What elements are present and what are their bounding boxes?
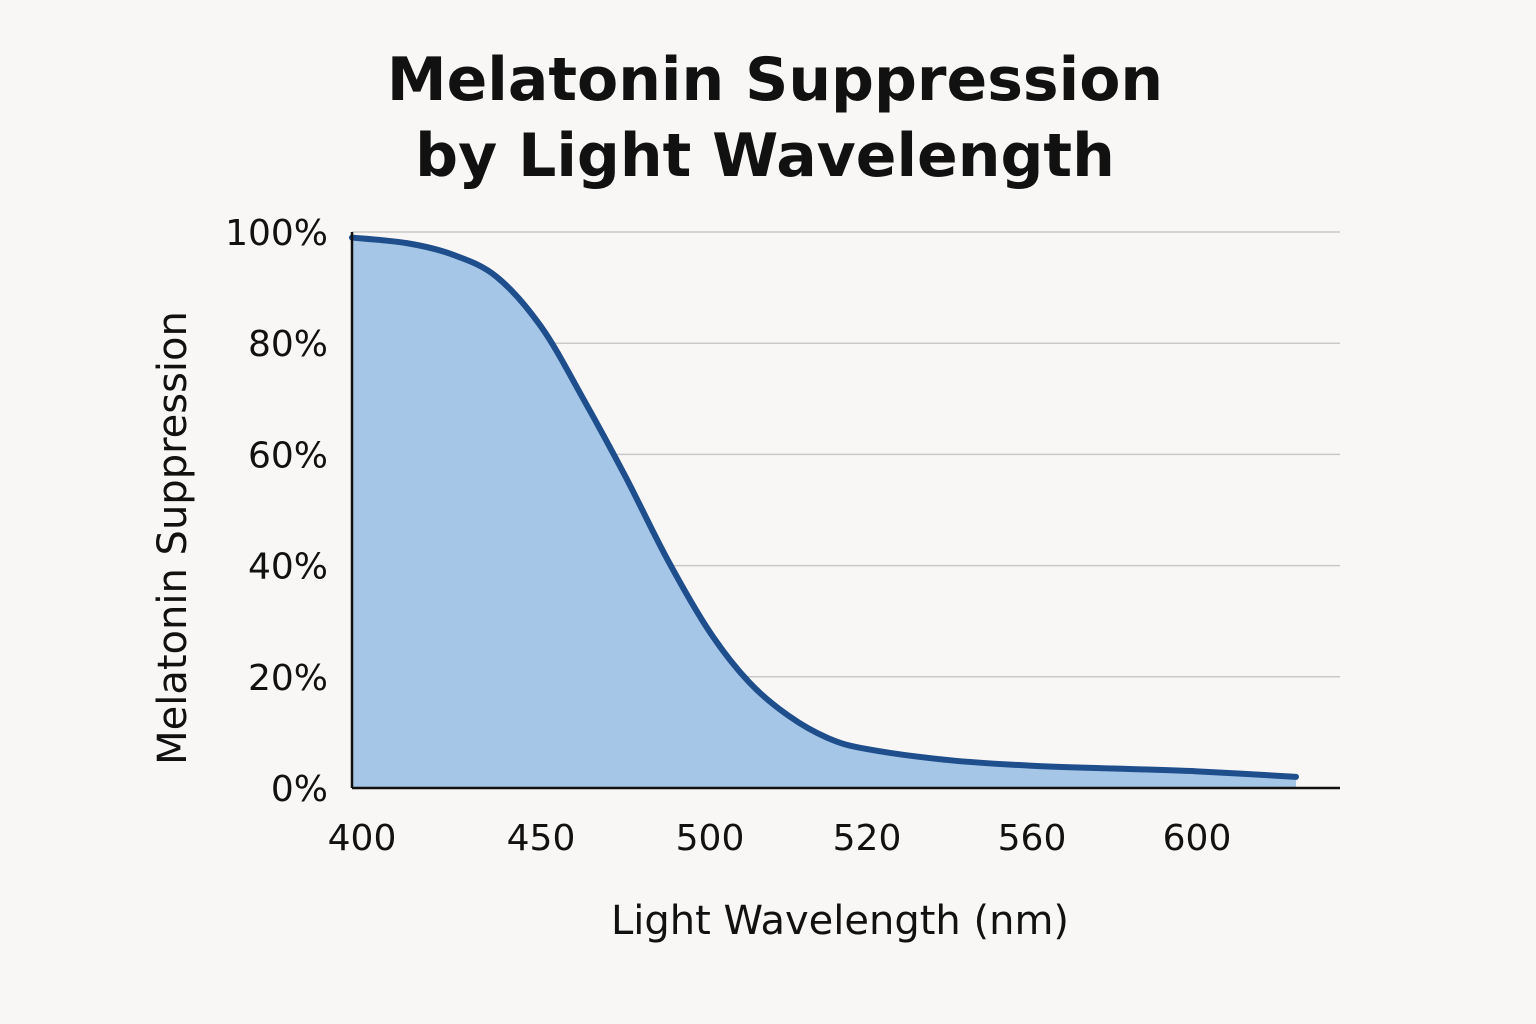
y-tick-label: 40%: [248, 547, 328, 588]
x-tick-labels: 400 450 500 520 560 600: [328, 818, 1232, 859]
y-tick-label: 60%: [248, 435, 328, 476]
area-fill: [352, 237, 1296, 788]
x-tick-label: 520: [833, 818, 902, 859]
y-tick-label: 20%: [248, 658, 328, 699]
x-tick-label: 500: [676, 818, 745, 859]
series-line: [349, 234, 1299, 780]
x-axis-label: Light Wavelength (nm): [611, 898, 1069, 944]
y-axis-label: Melatonin Suppression: [150, 311, 196, 765]
y-tick-label: 80%: [248, 324, 328, 365]
y-tick-label: 100%: [225, 213, 328, 254]
x-tick-label: 450: [507, 818, 576, 859]
y-tick-label: 0%: [271, 769, 328, 810]
chart-title-line-2: by Light Wavelength: [415, 121, 1115, 191]
axes-layer: [350, 232, 1340, 790]
y-tick-labels: 0% 20% 40% 60% 80% 100%: [225, 213, 328, 810]
x-tick-label: 400: [328, 818, 397, 859]
x-tick-label: 600: [1163, 818, 1232, 859]
chart-title-line-1: Melatonin Suppression: [387, 45, 1163, 115]
x-tick-label: 560: [998, 818, 1067, 859]
